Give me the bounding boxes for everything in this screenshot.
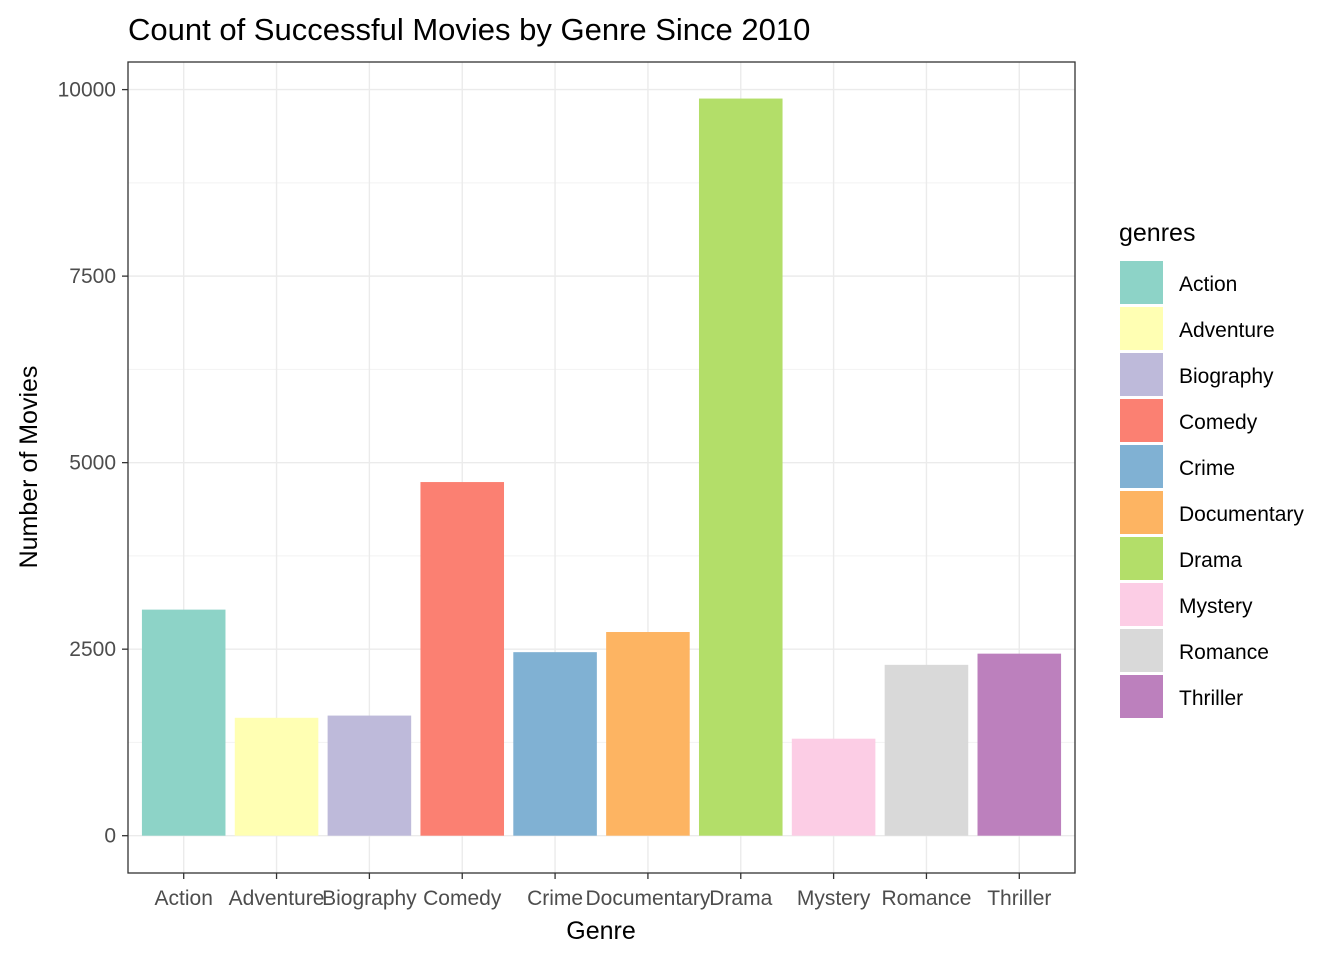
- bar-adventure: [234, 717, 319, 836]
- bar-romance: [884, 664, 969, 836]
- legend-label: Crime: [1179, 457, 1235, 480]
- plot-panel-border: [127, 61, 1076, 874]
- y-tick-label: 7500: [69, 265, 116, 288]
- legend-label: Drama: [1179, 549, 1242, 572]
- x-tick-label: Adventure: [229, 887, 325, 910]
- legend: genres Action Adventure Biography Comedy Cri…: [1119, 219, 1304, 718]
- legend-key-romance: [1120, 629, 1163, 672]
- x-tick-label: Crime: [527, 887, 583, 910]
- y-tick-label: 5000: [69, 452, 116, 475]
- y-axis: 0 2500 5000 7500 10000: [58, 79, 128, 848]
- y-tick-label: 10000: [58, 79, 116, 102]
- legend-label: Adventure: [1179, 319, 1275, 342]
- y-tick-label: 0: [104, 825, 116, 848]
- bar-action: [141, 609, 226, 836]
- bar-documentary: [606, 632, 690, 836]
- legend-items: Action Adventure Biography Comedy Crime Docum…: [1120, 261, 1304, 718]
- legend-key-mystery: [1120, 583, 1163, 626]
- legend-key-biography: [1120, 353, 1163, 396]
- bar-drama: [698, 98, 783, 836]
- x-tick-label: Mystery: [797, 887, 871, 910]
- legend-key-adventure: [1120, 307, 1163, 350]
- legend-key-documentary: [1120, 491, 1163, 534]
- bar-crime: [513, 652, 597, 836]
- legend-label: Biography: [1179, 365, 1274, 388]
- x-tick-label: Romance: [882, 887, 972, 910]
- legend-label: Action: [1179, 273, 1237, 296]
- bar-mystery: [791, 738, 876, 836]
- bars: [141, 98, 1062, 836]
- x-tick-label: Thriller: [987, 887, 1051, 910]
- y-axis-title: Number of Movies: [15, 366, 43, 569]
- legend-label: Comedy: [1179, 411, 1258, 434]
- legend-key-action: [1120, 261, 1163, 304]
- x-tick-label: Action: [155, 887, 213, 910]
- legend-key-drama: [1120, 537, 1163, 580]
- y-tick-label: 2500: [69, 638, 116, 661]
- bar-biography: [327, 715, 412, 836]
- x-tick-label: Comedy: [423, 887, 502, 910]
- legend-key-thriller: [1120, 675, 1163, 718]
- bar-thriller: [977, 653, 1062, 836]
- legend-key-crime: [1120, 445, 1163, 488]
- x-tick-label: Drama: [709, 887, 772, 910]
- legend-title: genres: [1119, 219, 1195, 247]
- chart-title: Count of Successful Movies by Genre Sinc…: [128, 12, 810, 47]
- x-tick-label: Documentary: [585, 887, 710, 910]
- legend-label: Documentary: [1179, 503, 1304, 526]
- x-axis-title: Genre: [566, 917, 635, 945]
- legend-label: Thriller: [1179, 687, 1243, 710]
- legend-label: Mystery: [1179, 595, 1253, 618]
- legend-key-comedy: [1120, 399, 1163, 442]
- x-tick-label: Biography: [322, 887, 417, 910]
- legend-label: Romance: [1179, 641, 1269, 664]
- bar-comedy: [420, 482, 505, 836]
